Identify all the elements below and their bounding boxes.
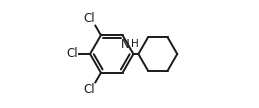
Text: Cl: Cl [67, 48, 78, 60]
Text: Cl: Cl [83, 83, 95, 96]
Text: H: H [132, 39, 139, 49]
Text: Cl: Cl [83, 12, 95, 25]
Text: N: N [120, 37, 129, 51]
